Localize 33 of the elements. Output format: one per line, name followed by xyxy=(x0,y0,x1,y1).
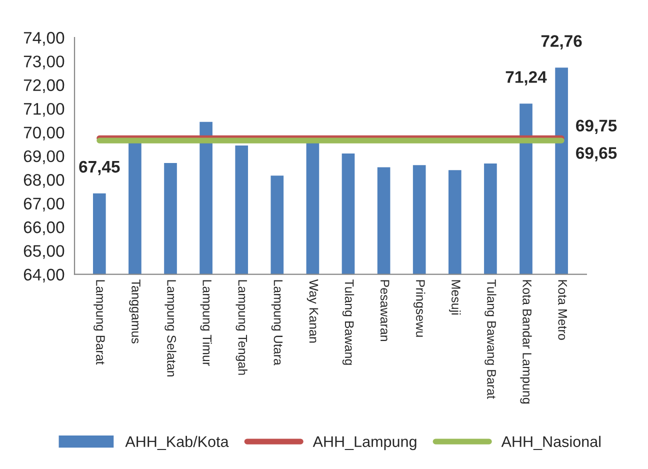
data-label: 72,76 xyxy=(541,35,582,50)
x-tick-label: Pringsewu xyxy=(414,280,426,337)
y-tick-label: 74,00 xyxy=(24,32,64,46)
legend-label: AHH_Kab/Kota xyxy=(125,436,229,450)
x-tick-label: Tulang Bawang xyxy=(342,280,354,365)
x-tick-label: Tanggamus xyxy=(129,280,140,344)
x-tick-label: Lampung Timur xyxy=(200,280,212,366)
data-label: 69,65 xyxy=(576,147,617,162)
x-tick-label: Lampung Selatan xyxy=(164,280,176,376)
data-label: 71,24 xyxy=(506,71,547,86)
x-tick-label: Kota Bandar Lampung xyxy=(520,280,532,404)
y-tick-label: 65,00 xyxy=(24,245,64,259)
y-tick-label: 71,00 xyxy=(24,102,64,117)
x-tick-label: Lampung Tengah xyxy=(236,280,248,375)
x-tick-label: Lampung Barat xyxy=(94,280,105,365)
x-tick-label: Way Kanan xyxy=(306,279,318,343)
x-tick-label: Mesuji xyxy=(449,280,461,315)
data-label: 67,45 xyxy=(79,160,120,176)
x-tick-label: Pesawaran xyxy=(380,280,390,341)
x-tick-label: Tulang Bawang Barat xyxy=(484,280,496,399)
y-tick-label: 68,00 xyxy=(24,174,64,188)
y-tick-label: 73,00 xyxy=(24,56,64,70)
x-tick-label: Kota Metro xyxy=(558,280,567,340)
y-tick-label: 72,00 xyxy=(24,79,64,94)
y-tick-label: 67,00 xyxy=(24,198,64,212)
legend-label: AHH_Nasional xyxy=(501,436,600,450)
y-tick-label: 70,00 xyxy=(24,126,64,140)
data-label: 69,75 xyxy=(576,120,617,134)
y-tick-label: 66,00 xyxy=(24,221,64,236)
y-tick-label: 64,00 xyxy=(24,268,64,283)
y-tick-label: 69,00 xyxy=(24,150,64,164)
legend-label: AHH_Lampung xyxy=(312,436,416,450)
x-tick-label: Lampung Utara xyxy=(271,280,283,366)
